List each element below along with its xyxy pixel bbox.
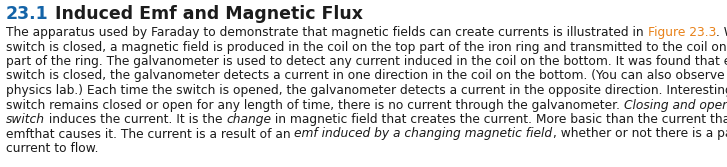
Text: . When the: . When the xyxy=(716,26,727,39)
Text: , whether or not there is a path for: , whether or not there is a path for xyxy=(553,127,727,140)
Text: switch remains closed or open for any length of time, there is no current throug: switch remains closed or open for any le… xyxy=(6,99,624,112)
Text: The apparatus used by Faraday to demonstrate that magnetic fields can create cur: The apparatus used by Faraday to demonst… xyxy=(6,26,648,39)
Text: switch: switch xyxy=(6,113,45,126)
Text: 23.1: 23.1 xyxy=(6,5,49,23)
Text: part of the ring. The galvanometer is used to detect any current induced in the : part of the ring. The galvanometer is us… xyxy=(6,55,727,68)
Text: change: change xyxy=(226,113,271,126)
Text: Closing and opening the: Closing and opening the xyxy=(624,99,727,112)
Text: in magnetic field that creates the current. More basic than the current that flo: in magnetic field that creates the curre… xyxy=(271,113,727,126)
Text: Figure 23.3: Figure 23.3 xyxy=(648,26,716,39)
Text: switch is closed, a magnetic field is produced in the coil on the top part of th: switch is closed, a magnetic field is pr… xyxy=(6,41,727,53)
Text: emf induced by a changing magnetic field: emf induced by a changing magnetic field xyxy=(294,127,553,140)
Text: switch is closed, the galvanometer detects a current in one direction in the coi: switch is closed, the galvanometer detec… xyxy=(6,69,727,82)
Text: physics lab.) Each time the switch is opened, the galvanometer detects a current: physics lab.) Each time the switch is op… xyxy=(6,84,727,97)
Text: Induced Emf and Magnetic Flux: Induced Emf and Magnetic Flux xyxy=(49,5,363,23)
Text: induces the current. It is the: induces the current. It is the xyxy=(45,113,226,126)
Text: emfthat causes it. The current is a result of an: emfthat causes it. The current is a resu… xyxy=(6,127,294,140)
Text: current to flow.: current to flow. xyxy=(6,142,98,155)
